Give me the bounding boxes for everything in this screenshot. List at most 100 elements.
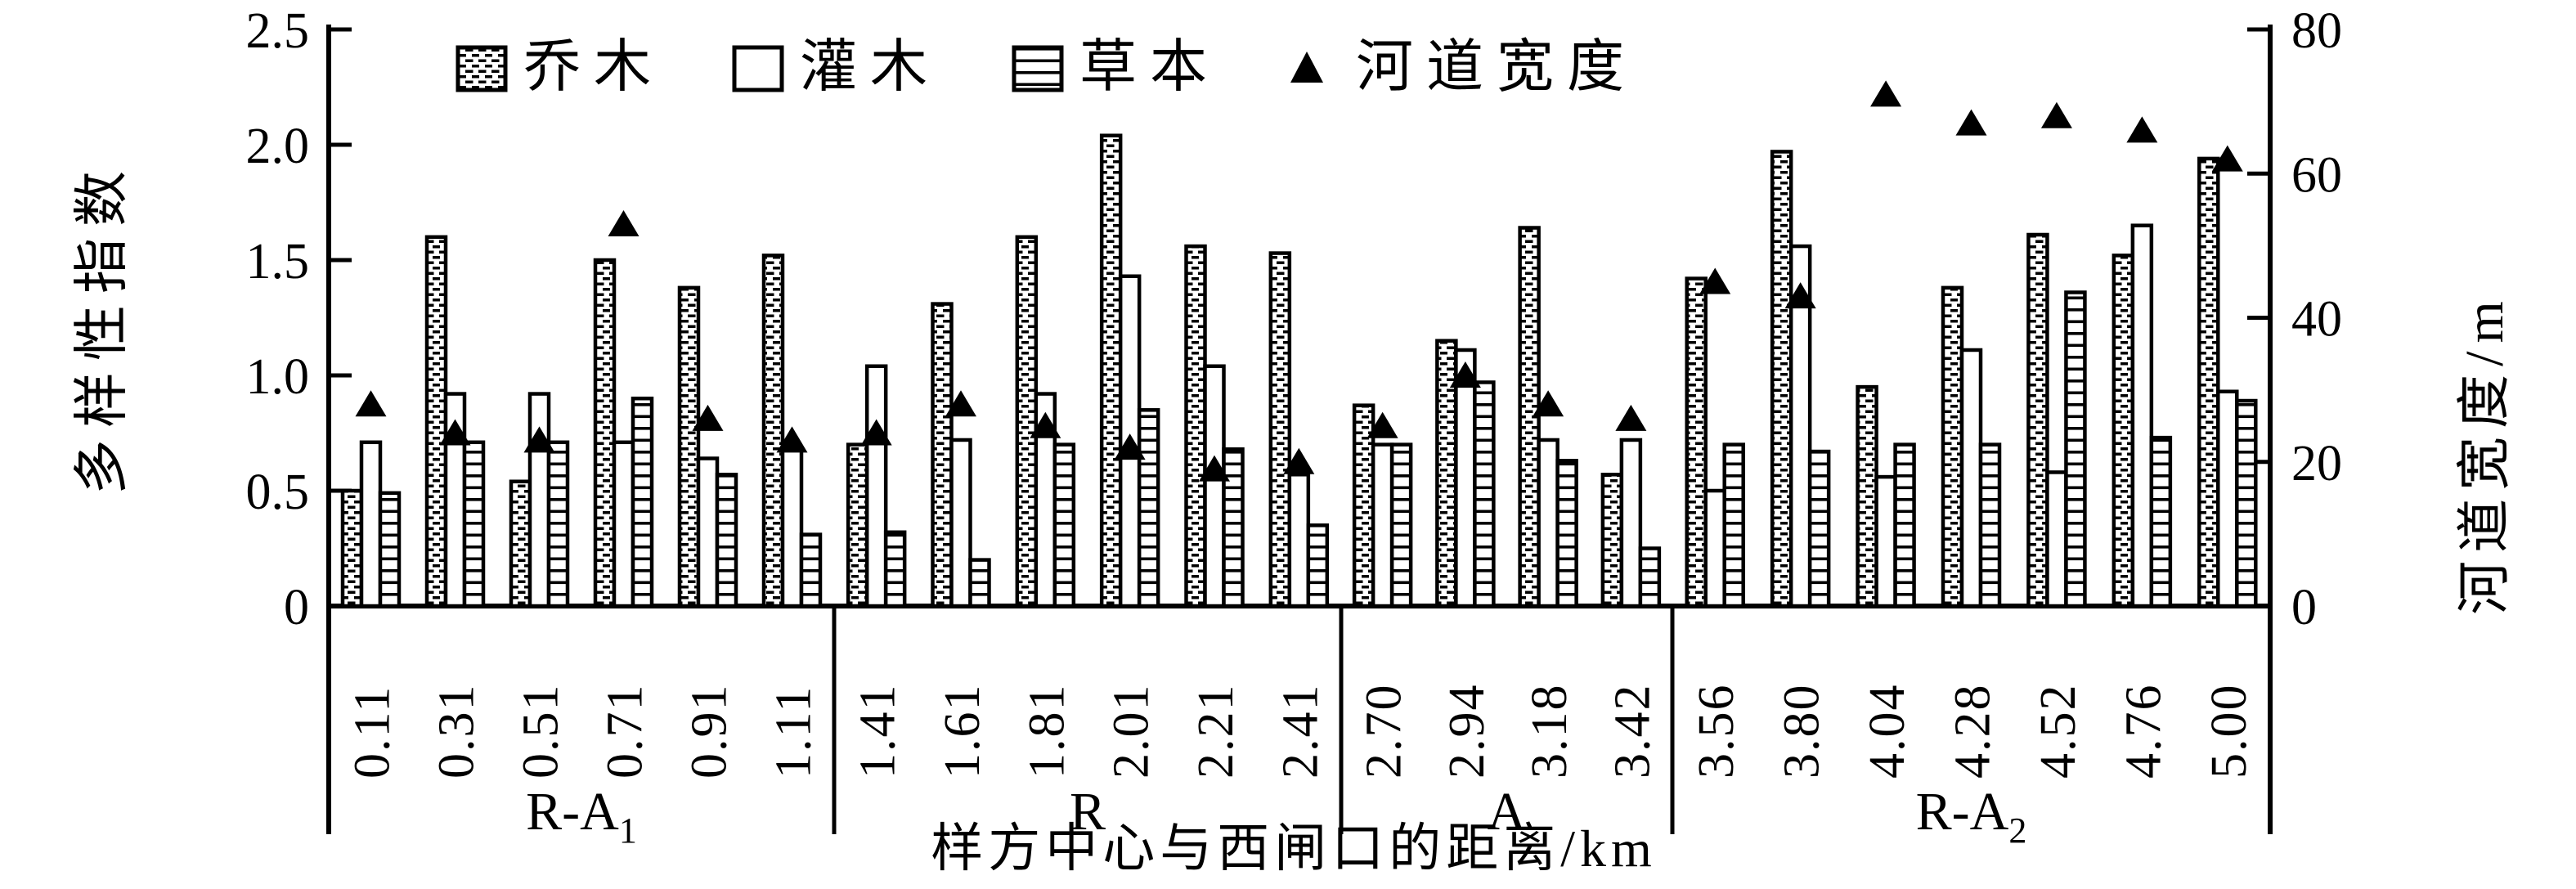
bar-shrub-4.52 <box>2045 470 2068 608</box>
bar-herb-2.41 <box>1306 523 1330 608</box>
x-tick-label-3.18: 3.18 <box>1522 684 1577 779</box>
bar-tree-1.41 <box>846 442 869 608</box>
channel-width-marker-0.31 <box>439 419 471 446</box>
right-axis-tick-label: 0 <box>2291 580 2317 635</box>
bar-herb-4.52 <box>2064 290 2087 608</box>
x-tick-label-4.76: 4.76 <box>2116 684 2171 779</box>
x-tick-label-2.94: 2.94 <box>1439 684 1495 779</box>
bar-herb-1.11 <box>799 532 823 608</box>
bar-shrub-3.18 <box>1537 438 1560 608</box>
bar-shrub-1.61 <box>949 438 972 608</box>
channel-width-marker-0.91 <box>692 404 724 431</box>
left-axis-tick-label: 0.5 <box>246 465 310 520</box>
bar-tree-3.18 <box>1518 226 1541 608</box>
x-tick-label-4.04: 4.04 <box>1860 684 1915 779</box>
legend-swatch-herb-icon <box>1012 45 1064 92</box>
bar-shrub-3.56 <box>1703 488 1726 608</box>
markers-layer <box>355 80 2243 482</box>
bar-herb-2.94 <box>1473 380 1496 608</box>
bar-shrub-3.42 <box>1619 438 1643 608</box>
bar-herb-3.18 <box>1555 459 1578 608</box>
right-axis-tick-label: 80 <box>2291 3 2342 59</box>
bar-tree-2.21 <box>1184 244 1207 608</box>
channel-width-marker-2.94 <box>1449 361 1481 388</box>
x-tick-label-0.91: 0.91 <box>682 684 738 779</box>
bar-tree-0.71 <box>593 258 617 608</box>
bar-tree-4.04 <box>1856 384 1878 608</box>
bar-shrub-0.51 <box>527 392 551 608</box>
bar-herb-3.56 <box>1722 442 1745 608</box>
left-axis-tick-label: 2.5 <box>246 3 310 59</box>
x-tick-label-1.61: 1.61 <box>935 684 990 779</box>
bar-shrub-2.94 <box>1454 348 1477 608</box>
bar-tree-2.94 <box>1435 339 1458 608</box>
channel-width-marker-1.41 <box>860 419 892 446</box>
bar-tree-3.56 <box>1685 276 1708 608</box>
channel-width-marker-4.04 <box>1870 80 1902 107</box>
bar-tree-1.11 <box>761 254 785 608</box>
bar-herb-0.91 <box>715 473 738 608</box>
bar-shrub-1.41 <box>864 364 888 608</box>
x-tick-label-3.42: 3.42 <box>1604 684 1660 779</box>
legend-label-herb: 草本 <box>1079 36 1220 99</box>
bar-tree-0.51 <box>509 479 532 608</box>
bar-herb-1.41 <box>883 530 907 608</box>
legend-label-shrub: 灌木 <box>800 36 940 99</box>
bar-herb-5.00 <box>2235 398 2258 608</box>
bar-tree-0.31 <box>424 235 448 608</box>
bar-shrub-2.41 <box>1287 473 1311 608</box>
bar-tree-2.41 <box>1268 251 1292 608</box>
bar-shrub-4.28 <box>1959 348 1983 608</box>
group-label-A: A <box>1488 782 1527 842</box>
channel-width-marker-2.21 <box>1199 455 1230 482</box>
bar-herb-1.61 <box>968 558 991 608</box>
x-axis-title: 样方中心与西闸口的距离/km <box>931 819 1657 878</box>
left-axis-title: 多样性指数 <box>70 159 133 496</box>
channel-width-marker-5.00 <box>2211 145 2243 172</box>
bar-herb-4.04 <box>1893 442 1916 608</box>
channel-width-marker-3.56 <box>1699 267 1731 294</box>
bar-herb-3.80 <box>1807 449 1831 608</box>
channel-width-marker-1.61 <box>945 390 976 417</box>
bar-tree-1.81 <box>1015 235 1039 608</box>
left-axis-tick-label: 1.0 <box>246 349 310 405</box>
bar-shrub-4.76 <box>2130 223 2154 608</box>
bar-tree-4.76 <box>2112 254 2135 608</box>
legend-triangle-icon <box>1290 52 1323 83</box>
x-tick-label-0.71: 0.71 <box>598 684 653 779</box>
channel-width-marker-1.81 <box>1030 411 1061 438</box>
bar-herb-0.51 <box>546 440 570 608</box>
channel-width-marker-4.52 <box>2040 101 2072 128</box>
channel-width-marker-2.01 <box>1114 433 1146 460</box>
x-tick-label-0.51: 0.51 <box>514 684 569 779</box>
bar-tree-5.00 <box>2197 156 2220 608</box>
legend-label-width: 河道宽度 <box>1356 36 1637 99</box>
right-axis-tick-label: 40 <box>2291 292 2342 348</box>
legend-label-tree: 乔木 <box>523 36 664 99</box>
left-axis-tick-label: 0 <box>284 580 309 635</box>
bar-shrub-0.91 <box>696 456 720 608</box>
bar-herb-3.42 <box>1638 546 1662 608</box>
bar-herb-0.71 <box>631 396 654 608</box>
bar-tree-0.11 <box>340 488 364 608</box>
right-axis-title: 河道宽度/m <box>2455 293 2515 615</box>
bar-herb-2.70 <box>1389 442 1413 608</box>
channel-width-marker-0.11 <box>355 390 387 417</box>
group-label-R: R <box>1070 782 1106 842</box>
channel-width-marker-1.11 <box>776 426 808 453</box>
bar-tree-4.52 <box>2026 232 2049 608</box>
channel-width-marker-4.76 <box>2126 116 2158 143</box>
bar-tree-1.61 <box>931 302 954 608</box>
channel-width-marker-2.70 <box>1367 411 1398 438</box>
bar-tree-0.91 <box>677 285 701 608</box>
x-tick-label-0.11: 0.11 <box>345 685 401 779</box>
bar-herb-4.28 <box>1978 442 2002 608</box>
group-label-R-A2: R-A2 <box>1916 782 2027 851</box>
left-axis-tick-label: 1.5 <box>246 234 310 290</box>
right-axis-tick-label: 20 <box>2291 436 2342 492</box>
channel-width-marker-3.80 <box>1784 282 1816 309</box>
x-tick-label-2.41: 2.41 <box>1272 684 1328 779</box>
x-tick-label-1.11: 1.11 <box>766 685 822 779</box>
bar-shrub-1.11 <box>780 447 804 608</box>
